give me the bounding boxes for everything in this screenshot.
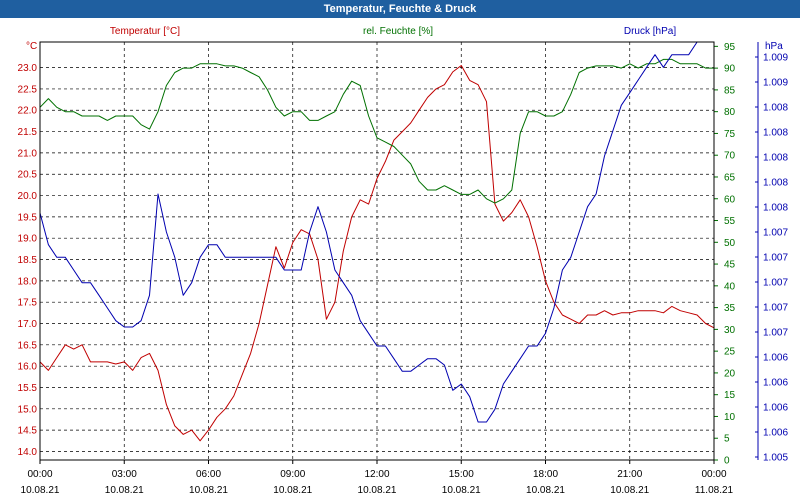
pressure-tick-label: 1.009 bbox=[763, 53, 788, 64]
humidity-tick-label: 25 bbox=[724, 347, 736, 358]
x-tick-time: 06:00 bbox=[196, 469, 221, 480]
humidity-tick-label: 55 bbox=[724, 216, 736, 227]
x-tick-date: 10.08.21 bbox=[526, 485, 565, 496]
series-group bbox=[39, 41, 715, 442]
humidity-tick-label: 5 bbox=[724, 434, 730, 445]
humidity-axis-label: rel. Feuchte [%] bbox=[363, 26, 433, 37]
temp-tick-label: 17.5 bbox=[18, 298, 38, 309]
window-title: Temperatur, Feuchte & Druck bbox=[323, 3, 477, 15]
temp-tick-label: 19.5 bbox=[18, 212, 38, 223]
humidity-tick-label: 95 bbox=[724, 42, 736, 53]
pressure-line bbox=[39, 41, 714, 423]
pressure-axis-ticks: 1.005 1.006 1.006 1.006 1.006 1.007 1.007 1.007… bbox=[755, 42, 788, 464]
temp-tick-label: 14.0 bbox=[18, 447, 38, 458]
humidity-tick-label: 50 bbox=[724, 238, 736, 249]
x-tick-date: 10.08.21 bbox=[358, 485, 397, 496]
pressure-tick-label: 1.007 bbox=[763, 278, 788, 289]
humidity-tick-label: 90 bbox=[724, 64, 736, 75]
x-tick-time: 15:00 bbox=[449, 469, 474, 480]
temp-tick-label: 16.5 bbox=[18, 340, 38, 351]
humidity-tick-label: 35 bbox=[724, 303, 736, 314]
pressure-tick-label: 1.008 bbox=[763, 203, 788, 214]
humidity-tick-label: 60 bbox=[724, 194, 736, 205]
temperature-line bbox=[39, 65, 715, 442]
window-title-bar: Temperatur, Feuchte & Druck bbox=[0, 0, 800, 18]
temp-tick-label: 21.0 bbox=[18, 148, 38, 159]
temp-tick-label: 22.0 bbox=[18, 106, 38, 117]
humidity-tick-label: 70 bbox=[724, 151, 736, 162]
x-tick-time: 00:00 bbox=[27, 469, 52, 480]
x-tick-time: 21:00 bbox=[617, 469, 642, 480]
temp-tick-label: 15.5 bbox=[18, 383, 38, 394]
x-tick-time: 12:00 bbox=[364, 469, 389, 480]
temp-axis-label: Temperatur [°C] bbox=[110, 26, 180, 37]
temp-tick-label: 22.5 bbox=[18, 84, 38, 95]
x-tick-date: 10.08.21 bbox=[610, 485, 649, 496]
temp-tick-label: 18.5 bbox=[18, 255, 38, 266]
humidity-tick-label: 80 bbox=[724, 107, 736, 118]
x-axis-ticks: 00:00 10.08.21 03:00 10.08.21 06:00 10.08.21 0… bbox=[21, 460, 734, 496]
pressure-unit-label: hPa bbox=[765, 41, 783, 52]
pressure-tick-label: 1.006 bbox=[763, 403, 788, 414]
chart-background bbox=[0, 18, 800, 500]
x-tick-time: 09:00 bbox=[280, 469, 305, 480]
x-tick-date: 10.08.21 bbox=[21, 485, 60, 496]
humidity-tick-label: 75 bbox=[724, 129, 736, 140]
plot-frame bbox=[39, 41, 715, 461]
humidity-axis-ticks: 0 5 10 15 20 25 30 35 40 45 50 55 60 65 70 75 80 85 90 95 bbox=[714, 42, 736, 467]
x-tick-date: 11.08.21 bbox=[695, 485, 734, 496]
grid bbox=[40, 42, 714, 460]
x-tick-date: 10.08.21 bbox=[105, 485, 144, 496]
pressure-tick-label: 1.009 bbox=[763, 78, 788, 89]
x-tick-date: 10.08.21 bbox=[273, 485, 312, 496]
temp-tick-label: 17.0 bbox=[18, 319, 38, 330]
temp-tick-label: 15.0 bbox=[18, 404, 38, 415]
humidity-tick-label: 10 bbox=[724, 412, 736, 423]
pressure-tick-label: 1.008 bbox=[763, 153, 788, 164]
pressure-axis-label: Druck [hPa] bbox=[624, 26, 676, 37]
humidity-line bbox=[39, 58, 714, 204]
pressure-tick-label: 1.007 bbox=[763, 303, 788, 314]
x-tick-time: 18:00 bbox=[533, 469, 558, 480]
temp-tick-label: 14.5 bbox=[18, 426, 38, 437]
humidity-tick-label: 20 bbox=[724, 368, 736, 379]
x-tick-date: 10.08.21 bbox=[442, 485, 481, 496]
pressure-tick-label: 1.006 bbox=[763, 378, 788, 389]
x-tick-date: 10.08.21 bbox=[189, 485, 228, 496]
pressure-tick-label: 1.008 bbox=[763, 178, 788, 189]
pressure-tick-label: 1.007 bbox=[763, 328, 788, 339]
temp-tick-label: 20.5 bbox=[18, 170, 38, 181]
temp-tick-label: 20.0 bbox=[18, 191, 38, 202]
humidity-tick-label: 65 bbox=[724, 172, 736, 183]
humidity-tick-label: 85 bbox=[724, 85, 736, 96]
pressure-tick-label: 1.008 bbox=[763, 128, 788, 139]
humidity-tick-label: 40 bbox=[724, 281, 736, 292]
x-tick-time: 03:00 bbox=[112, 469, 137, 480]
temp-tick-label: 23.0 bbox=[18, 63, 38, 74]
pressure-tick-label: 1.006 bbox=[763, 428, 788, 439]
humidity-tick-label: 0 bbox=[724, 456, 730, 467]
pressure-tick-label: 1.007 bbox=[763, 253, 788, 264]
temp-tick-label: 16.0 bbox=[18, 362, 38, 373]
temp-tick-label: 19.0 bbox=[18, 234, 38, 245]
temp-tick-label: 18.0 bbox=[18, 276, 38, 287]
pressure-tick-label: 1.005 bbox=[763, 453, 788, 464]
pressure-tick-label: 1.008 bbox=[763, 103, 788, 114]
humidity-tick-label: 30 bbox=[724, 325, 736, 336]
humidity-tick-label: 15 bbox=[724, 390, 736, 401]
temp-tick-label: 21.5 bbox=[18, 127, 38, 138]
chart: Temperatur [°C] rel. Feuchte [%] Druck [… bbox=[0, 18, 800, 500]
temp-unit-label: °C bbox=[26, 41, 37, 52]
pressure-tick-label: 1.006 bbox=[763, 353, 788, 364]
x-tick-time: 00:00 bbox=[701, 469, 726, 480]
pressure-tick-label: 1.007 bbox=[763, 228, 788, 239]
temp-axis-ticks: 14.0 14.5 15.0 15.5 16.0 16.5 17.0 17.5 18.0 18.5… bbox=[18, 63, 38, 458]
humidity-tick-label: 45 bbox=[724, 260, 736, 271]
